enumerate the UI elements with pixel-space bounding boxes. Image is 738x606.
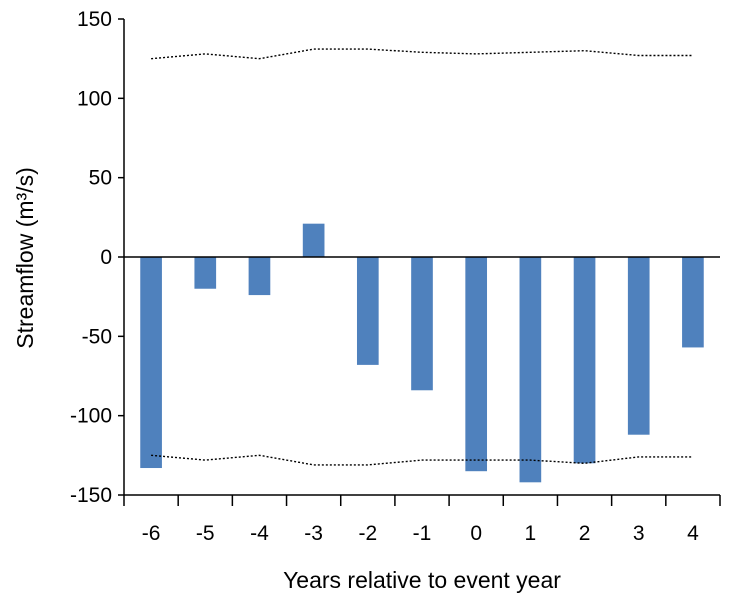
x-tick-label: -6 bbox=[142, 522, 161, 545]
x-tick-label: -1 bbox=[413, 522, 432, 545]
bar-1 bbox=[519, 257, 542, 483]
bar-2 bbox=[573, 257, 596, 464]
bar--2 bbox=[356, 257, 379, 365]
x-tick-label: 2 bbox=[579, 522, 591, 545]
y-axis-title: Streamflow (m³/s) bbox=[12, 167, 38, 348]
y-tick-label: 0 bbox=[100, 246, 112, 269]
bounds-group bbox=[151, 48, 693, 466]
y-tick-label: -100 bbox=[70, 405, 112, 428]
x-tick-label: 4 bbox=[687, 522, 699, 545]
x-axis-title: Years relative to event year bbox=[283, 567, 561, 593]
x-tick-label: -5 bbox=[196, 522, 215, 545]
bar--1 bbox=[411, 257, 433, 391]
x-tick-label: -3 bbox=[304, 522, 323, 545]
y-tick-label: 100 bbox=[77, 87, 112, 110]
bar--5 bbox=[194, 257, 217, 289]
bars-group bbox=[140, 223, 704, 483]
axes-group: 150 100 50 0 -50 -100 -150 -6 -5 -4 -3 -2 -1 0 1 2 3 4 bbox=[70, 8, 721, 545]
y-tick-label: -150 bbox=[70, 484, 112, 507]
y-tick-label: 150 bbox=[77, 8, 112, 31]
bar-0 bbox=[465, 257, 488, 472]
upper-bound-line bbox=[151, 48, 693, 60]
y-tick-label: -50 bbox=[82, 325, 112, 348]
bar--4 bbox=[248, 257, 271, 296]
bar--6 bbox=[140, 257, 162, 469]
x-tick-label: 0 bbox=[470, 522, 482, 545]
x-tick-label: -4 bbox=[250, 522, 269, 545]
x-tick-label: 1 bbox=[525, 522, 537, 545]
bar-3 bbox=[627, 257, 650, 435]
x-tick-label: 3 bbox=[633, 522, 645, 545]
y-tick-label: 50 bbox=[89, 167, 112, 190]
lower-bound-line bbox=[151, 454, 693, 466]
bar--3 bbox=[302, 223, 325, 257]
bar-4 bbox=[682, 257, 704, 348]
x-tick-label: -2 bbox=[358, 522, 377, 545]
